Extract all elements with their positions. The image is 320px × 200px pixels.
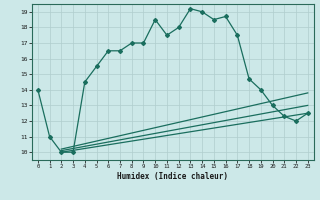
X-axis label: Humidex (Indice chaleur): Humidex (Indice chaleur) — [117, 172, 228, 181]
